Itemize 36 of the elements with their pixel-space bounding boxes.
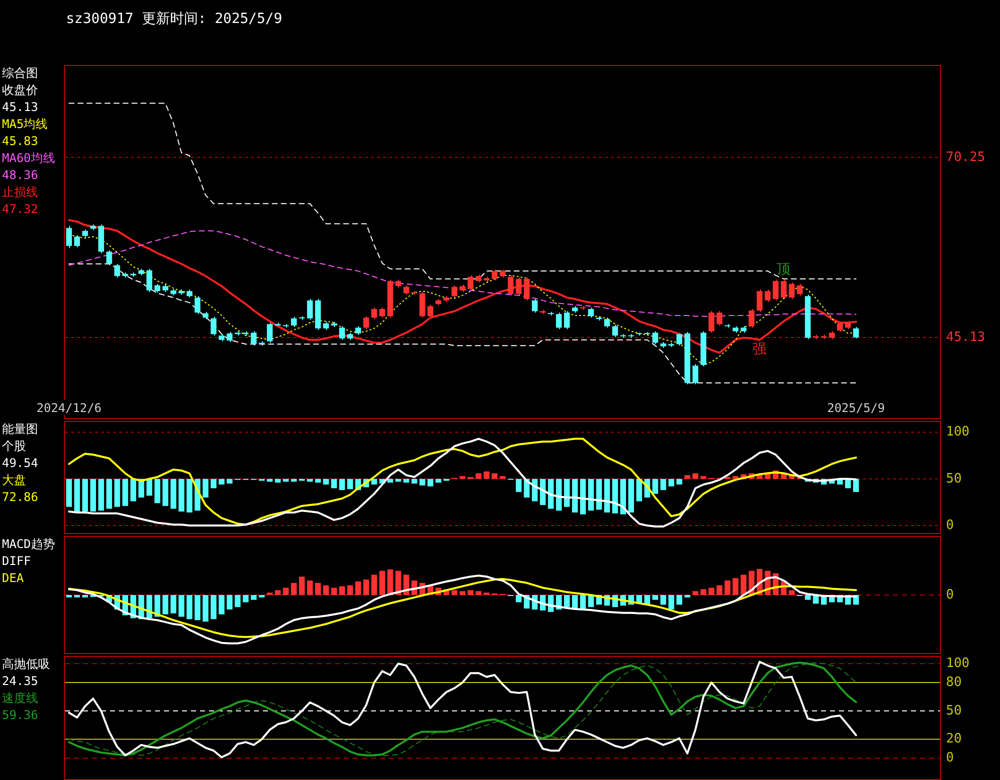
text: 高抛低吸 — [2, 656, 50, 673]
text: 24.35 — [2, 673, 40, 690]
chart-title: 能量图 — [2, 421, 38, 438]
y-tick-label: 0 — [946, 750, 954, 766]
text: 49.54 — [2, 455, 38, 472]
text: 速度线 — [2, 690, 39, 707]
text: 48.36 — [2, 167, 40, 184]
x-tick-label: 2025/5/9 — [827, 401, 885, 416]
text: 止损线 — [2, 184, 39, 201]
y-tick-label: 50 — [946, 703, 962, 718]
y-tick-label: 100 — [946, 656, 970, 671]
text: DIFF — [2, 553, 32, 570]
text: 45.83 — [2, 133, 40, 150]
chart-title: MACD趋势 — [2, 536, 55, 553]
x-tick-label: 2024/12/6 — [36, 401, 102, 416]
chart-title: 综合图 — [2, 65, 39, 82]
text: 个股 — [2, 438, 27, 455]
y-tick-label: 20 — [946, 732, 962, 747]
text: 72.86 — [2, 489, 38, 506]
text: 45.13 — [2, 99, 40, 116]
text: DEA — [2, 570, 25, 587]
text: MA5均线 — [2, 116, 49, 133]
text: 收盘价 — [2, 82, 39, 99]
y-tick-label: 45.13 — [946, 330, 986, 345]
y-tick-label: 100 — [946, 424, 970, 440]
y-tick-label: 50 — [946, 471, 962, 486]
chart-subtitle: sz300917 更新时间: 2025/5/9 — [66, 10, 282, 28]
text: 大盘 — [2, 472, 27, 489]
text: 47.32 — [2, 201, 40, 218]
data-label: 强 — [752, 342, 767, 358]
y-tick-label: 80 — [946, 674, 962, 690]
y-tick-label: 0 — [946, 518, 954, 533]
text: 顶 — [776, 261, 791, 278]
text: MA60均线 — [2, 150, 55, 167]
text: 59.36 — [2, 707, 40, 724]
y-tick-label: 70.25 — [946, 150, 986, 165]
